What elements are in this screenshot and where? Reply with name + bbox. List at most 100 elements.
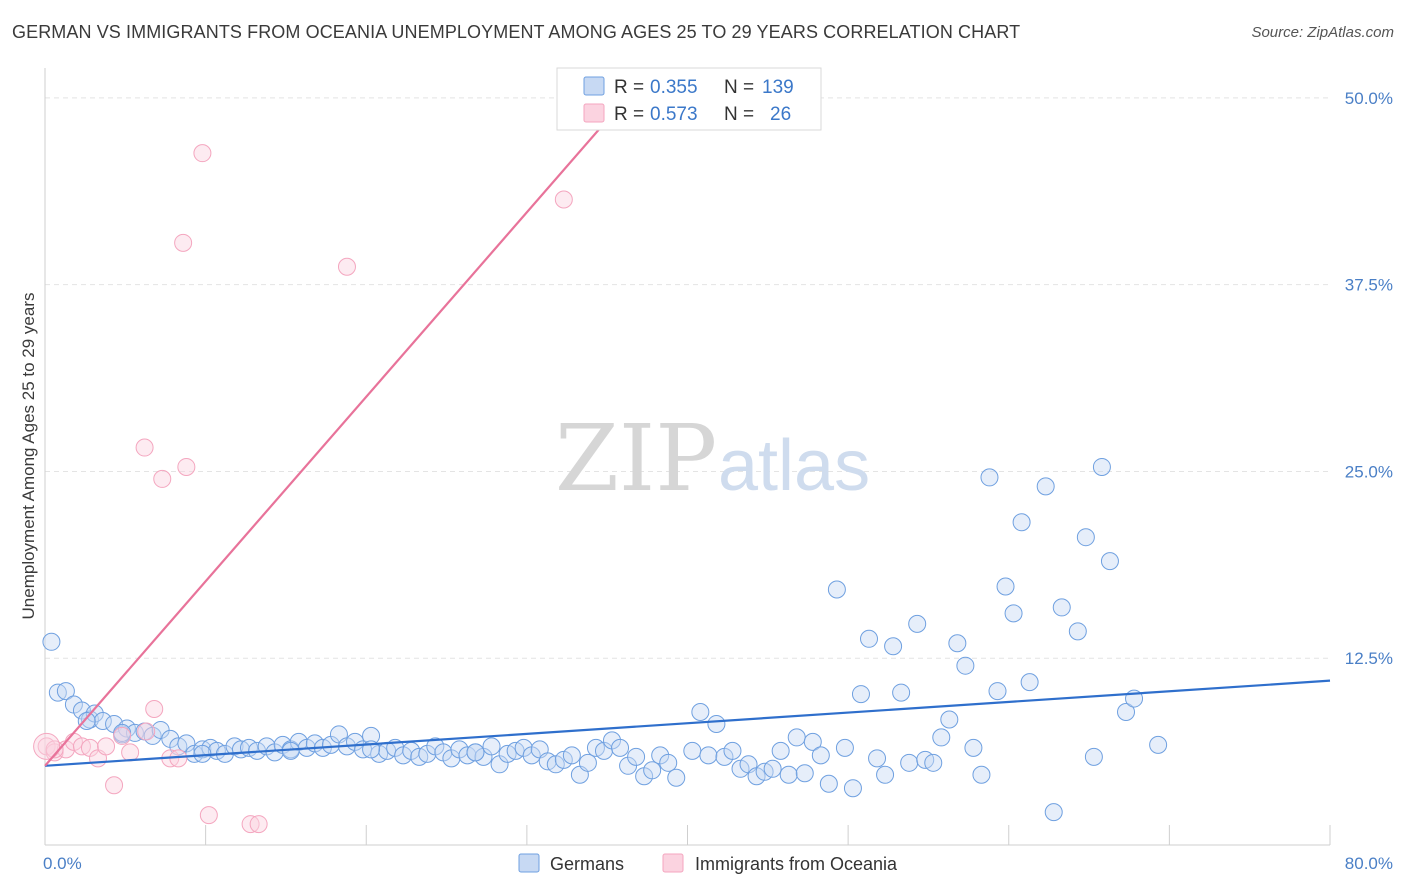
bottom-legend-swatch-germans [518, 853, 540, 873]
germans-point [699, 746, 718, 765]
trend-lines [44, 97, 1331, 767]
germans-point [1012, 513, 1031, 532]
grid-lines [45, 97, 1330, 659]
oceania-trendline [44, 97, 628, 767]
oceania-point [113, 726, 132, 745]
germans-point [643, 761, 662, 780]
germans-point [1092, 457, 1111, 476]
germans-point [795, 764, 814, 783]
germans-point [876, 765, 895, 784]
legend-r-value-germans: 0.355 [650, 77, 698, 98]
bottom-legend-swatch-oceania [662, 853, 684, 873]
germans-point [803, 732, 822, 751]
oceania-point [199, 806, 218, 825]
bottom-legend-label-germans: Germans [550, 854, 624, 874]
legend-swatch-germans [583, 76, 605, 96]
legend-n-value-oceania: 26 [770, 104, 791, 125]
legend-n-value-germans: 139 [762, 77, 794, 98]
bottom-legend-label-oceania: Immigrants from Oceania [695, 854, 898, 874]
germans-point [787, 728, 806, 747]
oceania-point [177, 457, 196, 476]
germans-point [868, 749, 887, 768]
y-tick-labels: 12.5% 25.0% 37.5% 50.0% [1345, 89, 1393, 668]
germans-point [1149, 735, 1168, 754]
oceania-point [105, 776, 124, 795]
y-tick-label: 12.5% [1345, 649, 1393, 668]
legend-r-value-oceania: 0.573 [650, 104, 698, 125]
germans-point [1044, 803, 1063, 822]
y-tick-label: 25.0% [1345, 462, 1393, 481]
germans-point [980, 468, 999, 487]
oceania-point [193, 144, 212, 163]
germans-point [578, 753, 597, 772]
x-tick-label-max: 80.0% [1345, 854, 1393, 873]
germans-point [80, 710, 99, 729]
germans-point [1068, 622, 1087, 641]
germans-point [1100, 552, 1119, 571]
germans-point [56, 682, 75, 701]
germans-point [667, 768, 686, 787]
y-tick-label: 50.0% [1345, 89, 1393, 108]
oceania-point [153, 469, 172, 488]
germans-point [932, 728, 951, 747]
germans-point [924, 753, 943, 772]
germans-point [1117, 703, 1136, 722]
bottom-legend: Germans Immigrants from Oceania [518, 853, 898, 874]
germans-point [940, 710, 959, 729]
oceania-point [145, 700, 164, 719]
x-tick-label-min: 0.0% [43, 854, 82, 873]
oceania-point [249, 815, 268, 834]
y-tick-label: 37.5% [1345, 276, 1393, 295]
germans-point [77, 711, 96, 730]
germans-point [827, 580, 846, 599]
germans-point [1020, 673, 1039, 692]
germans-point [779, 765, 798, 784]
germans-point [851, 685, 870, 704]
legend-n-label-oceania: N = [724, 104, 754, 125]
watermark: ZIP atlas [555, 405, 870, 512]
legend-r-label-germans: R = [614, 77, 644, 98]
oceania-point [174, 233, 193, 252]
germans-point [835, 738, 854, 757]
y-axis-title: Unemployment Among Ages 25 to 29 years [19, 293, 38, 620]
germans-points [42, 457, 1168, 822]
germans-point [964, 738, 983, 757]
legend-swatch-oceania [583, 103, 605, 123]
germans-point [611, 738, 630, 757]
germans-point [627, 747, 646, 766]
germans-point [482, 737, 501, 756]
legend-n-label-germans: N = [724, 77, 754, 98]
x-ticks [205, 825, 1331, 845]
top-legend: R = 0.355 N = 139 R = 0.573 N = 26 [556, 67, 822, 131]
germans-point [683, 741, 702, 760]
germans-point [691, 703, 710, 722]
germans-point [819, 774, 838, 793]
oceania-point [97, 737, 116, 756]
axes [44, 68, 1331, 846]
germans-point [900, 753, 919, 772]
watermark-atlas: atlas [718, 426, 870, 506]
germans-point [562, 746, 581, 765]
germans-point [707, 714, 726, 733]
oceania-point [45, 740, 64, 759]
oceania-point [554, 190, 573, 209]
watermark-zip: ZIP [555, 405, 717, 512]
germans-point [93, 711, 112, 730]
oceania-point [337, 257, 356, 276]
germans-point [763, 759, 782, 778]
germans-point [860, 629, 879, 648]
germans-point [723, 741, 742, 760]
germans-point [988, 682, 1007, 701]
germans-point [466, 743, 485, 762]
source-label: Source: ZipAtlas.com [1251, 24, 1394, 41]
germans-point [811, 746, 830, 765]
oceania-point [121, 743, 140, 762]
chart-title: GERMAN VS IMMIGRANTS FROM OCEANIA UNEMPL… [12, 22, 1021, 42]
germans-point [151, 720, 170, 739]
germans-point [884, 637, 903, 656]
germans-point [1084, 747, 1103, 766]
germans-point [956, 656, 975, 675]
germans-point [659, 753, 678, 772]
germans-point [908, 614, 927, 633]
germans-point [1004, 604, 1023, 623]
